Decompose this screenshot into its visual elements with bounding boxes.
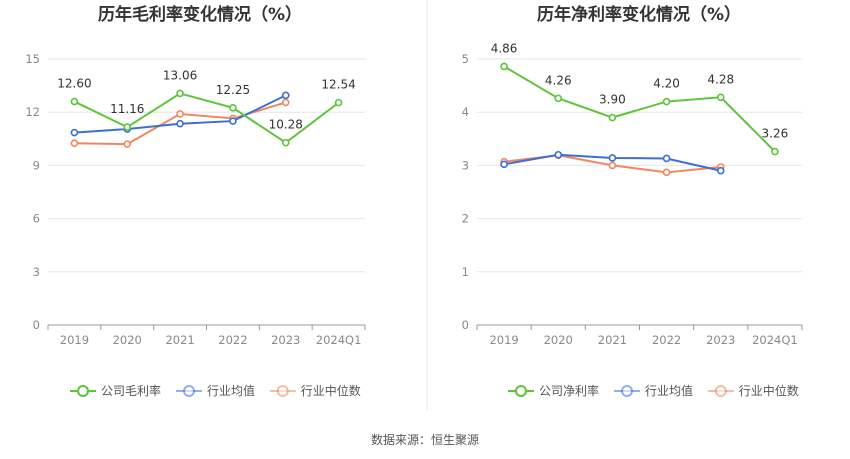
data-point[interactable]: [229, 103, 237, 112]
data-label: 11.16: [110, 102, 144, 116]
legend-item-1[interactable]: 公司净利率: [508, 383, 599, 398]
chart-title: 历年毛利率变化情况（%）: [98, 4, 302, 25]
x-tick-label: 2021: [598, 333, 627, 347]
data-point[interactable]: [716, 93, 725, 102]
y-tick-label: 6: [33, 212, 40, 226]
data-label: 3.90: [599, 93, 626, 107]
chart-panel-1: 历年毛利率变化情况（%） 0 3 6 9 12 15 2019 2020 2021 2022 2023…: [25, 4, 366, 398]
legend-label: 公司净利率: [539, 383, 599, 398]
data-point[interactable]: [608, 161, 617, 170]
legend-marker-icon: [714, 385, 727, 397]
data-point[interactable]: [70, 97, 79, 106]
x-tick-label: 2019: [60, 333, 89, 347]
data-label: 12.25: [216, 83, 250, 97]
y-tick-label: 9: [33, 158, 40, 172]
y-tick-label: 15: [25, 52, 40, 66]
data-point[interactable]: [608, 154, 617, 162]
data-label: 4.86: [491, 41, 518, 55]
legend-label: 行业中位数: [301, 383, 361, 398]
x-tick-label: 2023: [706, 333, 735, 347]
data-point[interactable]: [500, 160, 508, 169]
data-point[interactable]: [281, 91, 290, 100]
legend-label: 公司毛利率: [101, 383, 161, 398]
y-tick-label: 0: [462, 318, 469, 332]
data-point[interactable]: [716, 166, 725, 175]
data-point[interactable]: [500, 62, 508, 71]
x-tick-label: 2020: [113, 333, 142, 347]
data-point[interactable]: [554, 94, 563, 103]
data-point[interactable]: [123, 140, 132, 148]
data-label: 12.60: [57, 77, 91, 91]
legend-item-1[interactable]: 公司毛利率: [70, 383, 161, 398]
data-point[interactable]: [123, 123, 132, 131]
y-tick-label: 3: [462, 158, 469, 172]
data-point[interactable]: [662, 154, 671, 163]
legend-item-2[interactable]: 行业均值: [176, 383, 255, 398]
data-point[interactable]: [281, 138, 290, 147]
legend-marker-icon: [621, 385, 633, 397]
data-point[interactable]: [662, 168, 671, 177]
data-point[interactable]: [771, 147, 779, 156]
y-tick-label: 4: [462, 105, 469, 119]
legend-marker-icon: [183, 385, 195, 397]
data-source-note: 数据来源：恒生聚源: [370, 433, 479, 447]
x-tick-label: 2022: [652, 333, 681, 347]
y-tick-label: 3: [33, 265, 40, 279]
data-point[interactable]: [554, 150, 563, 159]
x-tick-label: 2020: [544, 333, 573, 347]
x-tick-label: 2021: [165, 333, 194, 347]
data-label: 3.26: [762, 127, 789, 141]
legend-label: 行业中位数: [739, 383, 799, 398]
x-tick-label: 2022: [218, 333, 247, 347]
data-label: 4.28: [707, 72, 734, 86]
chart-title: 历年净利率变化情况（%）: [537, 4, 741, 25]
chart-panel-2: 历年净利率变化情况（%） 0 1 2 3 4 5 2019 2020 2021 2022 2023 20…: [462, 4, 803, 398]
data-point[interactable]: [662, 97, 671, 106]
x-tick-label: 2024Q1: [752, 333, 798, 347]
legend-marker-icon: [276, 385, 289, 397]
series-line-1: [73, 92, 340, 144]
data-point[interactable]: [229, 117, 237, 125]
legend-item-2[interactable]: 行业均值: [614, 383, 693, 398]
data-label: 10.28: [269, 118, 303, 132]
x-tick-label: 2024Q1: [316, 333, 362, 347]
data-label: 4.20: [653, 77, 680, 91]
legend-marker-icon: [77, 385, 89, 397]
data-point[interactable]: [176, 110, 184, 118]
data-label: 13.06: [163, 68, 197, 82]
series-line-1: [503, 65, 776, 153]
y-tick-label: 1: [462, 265, 469, 279]
data-label: 4.26: [545, 73, 572, 87]
data-point[interactable]: [176, 119, 184, 128]
x-tick-label: 2023: [271, 333, 300, 347]
data-label: 12.54: [321, 78, 355, 92]
data-point[interactable]: [281, 98, 290, 107]
x-tick-label: 2019: [489, 333, 518, 347]
legend-label: 行业均值: [645, 383, 693, 398]
data-point[interactable]: [176, 89, 184, 98]
y-tick-label: 5: [462, 52, 469, 66]
legend-label: 行业均值: [207, 383, 255, 398]
data-point[interactable]: [608, 113, 617, 122]
data-point[interactable]: [70, 139, 79, 148]
data-point[interactable]: [334, 98, 343, 107]
y-tick-label: 0: [33, 318, 40, 332]
y-tick-label: 2: [462, 212, 469, 226]
data-point[interactable]: [70, 128, 79, 137]
y-tick-label: 12: [25, 105, 40, 119]
legend-marker-icon: [515, 385, 527, 397]
legend-item-3[interactable]: 行业中位数: [707, 383, 799, 398]
legend-item-3[interactable]: 行业中位数: [269, 383, 361, 398]
